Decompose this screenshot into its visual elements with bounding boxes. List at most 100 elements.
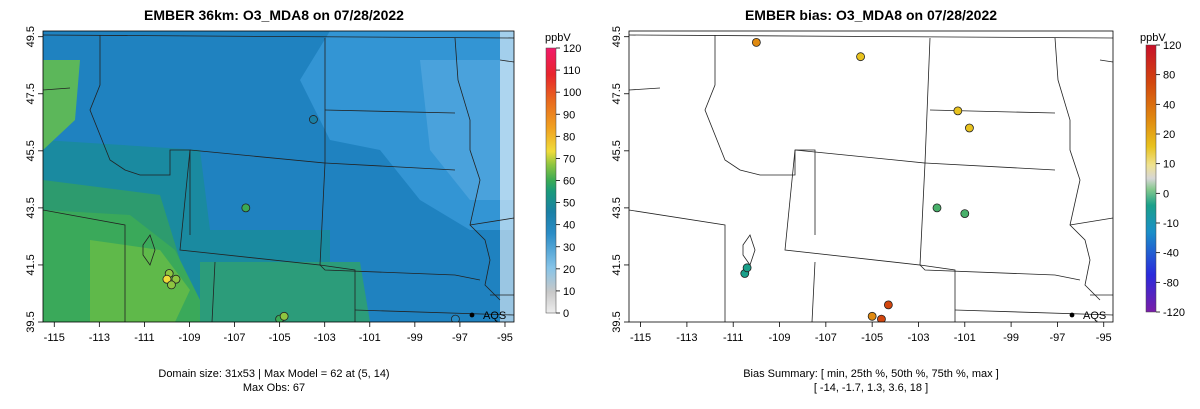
colorbar-tick-label: 0 [1163,188,1169,200]
colorbar-tick-label: 20 [563,264,575,276]
colorbar-tick-label: 50 [563,198,575,210]
model-field [43,31,514,322]
x-tick-label: -115 [44,332,65,344]
observation-point [883,300,893,310]
kansas-line-r [954,309,1113,316]
x-tick-label: -101 [359,332,381,344]
observation-point [965,123,974,133]
colorbar-bias: ppbV -120 -80 -40 -10 0 10 20 40 80 120 [1140,32,1185,319]
panel-model: EMBER 36km: O3_MDA8 on 07/28/2022 [25,7,581,394]
x-tick-label: -111 [134,332,154,344]
colorbar-tick-label: 80 [1163,70,1175,82]
colorbar-tick-label: 70 [563,153,575,165]
y-tick-label: 47.5 [611,83,623,104]
footer-line-2-model: Max Obs: 67 [243,382,305,394]
observation-point [451,314,460,322]
field-zone-nodata [500,31,514,322]
panel-bias: EMBER bias: O3_MDA8 on 07/28/2022 AQS -1… [611,7,1185,394]
dakotas-east [454,37,501,301]
colorbar-tick-label: 60 [563,176,575,188]
y-tick-label: 47.5 [25,83,37,104]
salt-lake [142,234,156,266]
x-tick-label: -101 [954,332,976,344]
observation-point [867,311,877,321]
observation-point [167,280,176,290]
x-tick-label: -109 [178,332,200,344]
x-tick-label: -103 [314,332,336,344]
x-axis-model: -115 -113 -111 -109 -107 -105 -103 -101 -99 -97 -9… [44,322,513,344]
colorbar-tick-label: 10 [1163,159,1175,171]
x-tick-label: -113 [676,332,697,344]
panel-model-title: EMBER 36km: O3_MDA8 on 07/28/2022 [144,7,404,23]
city-label-r: AQS [1083,310,1106,322]
y-tick-label: 49.5 [611,26,623,47]
colorado-outline-r [811,261,956,322]
canada-border-r [629,34,1113,39]
field-zone-greenyellow [90,240,190,322]
plot-frame-model [42,30,515,323]
oregon-line [43,87,71,91]
colorbar-tick-label: 10 [563,286,575,298]
state-boundaries-right [629,34,1113,322]
y-tick-label: 45.5 [25,140,37,161]
x-tick-label: -115 [630,332,651,344]
colorbar-tick-label: 40 [563,220,575,232]
observation-point [751,38,761,47]
city-marker-r [1069,312,1075,318]
border-east [469,59,514,296]
observation-point [932,203,942,213]
colorbar-tick-label: 20 [1163,129,1175,141]
city-marker [469,312,475,318]
colorbar-tick-label: 100 [563,87,581,99]
footer-line-2-bias: [ -14, -1.7, 1.3, 3.6, 18 ] [814,382,928,394]
colorbar-tick-label: 110 [563,65,581,77]
field-zone-dakotas [420,60,514,200]
city-label: AQS [483,310,506,322]
colorbar-tick-label: 0 [563,308,569,320]
colorbar-tick-label: 80 [563,131,575,143]
y-tick-label: 45.5 [611,140,623,161]
border-east-r [1069,59,1113,296]
y-tick-label: 39.5 [611,311,623,332]
nebraska [319,162,481,281]
kansas-line [354,309,514,316]
utah-line-r [629,209,726,322]
oregon-line-r [629,87,661,91]
colorbar-unit-bias: ppbV [1140,32,1166,44]
footer-line-1-bias: Bias Summary: [ min, 25th %, 50th %, 75t… [743,368,999,380]
observation-point [162,274,172,284]
y-tick-label: 41.5 [25,254,37,275]
observation-point [309,115,318,124]
panel-bias-title: EMBER bias: O3_MDA8 on 07/28/2022 [745,7,997,23]
observation-point [953,106,963,116]
colorbar-tick-label: -120 [1163,307,1185,319]
x-tick-label: -107 [815,332,837,344]
y-axis-model: 39.5 41.5 43.5 45.5 47.5 49.5 [25,26,43,333]
colorbar-tick-label: 30 [563,242,575,254]
observation-point [171,274,181,284]
x-tick-label: -97 [1049,332,1065,344]
colorbar-ramp-model [545,47,557,314]
colorbar-tick-label: 40 [1163,99,1175,111]
y-tick-label: 43.5 [611,197,623,218]
field-zone-idaho-strip [43,60,80,150]
colorbar-tick-label: 120 [563,43,581,55]
observation-markers-model [162,115,460,322]
salt-lake-r [742,234,756,266]
y-tick-label: 43.5 [25,197,37,218]
colorbar-tick-label: 90 [563,109,575,121]
y-axis-bias: 39.5 41.5 43.5 45.5 47.5 49.5 [611,26,629,333]
idaho-outline [89,35,191,235]
observation-point [241,203,251,213]
colorbar-unit-model: ppbV [545,32,571,44]
x-tick-label: -95 [497,332,513,344]
x-tick-label: -99 [1003,332,1019,344]
x-tick-label: -105 [269,332,291,344]
nebraska-r [919,162,1081,281]
colorbar-ramp-bias [1145,44,1157,313]
observation-point [960,209,970,218]
colorbar-model: ppbV 0 10 20 30 40 50 60 70 80 90 100 110 120 [545,32,581,320]
x-tick-label: -113 [89,332,110,344]
colorbar-tick-label: -40 [1163,248,1179,260]
